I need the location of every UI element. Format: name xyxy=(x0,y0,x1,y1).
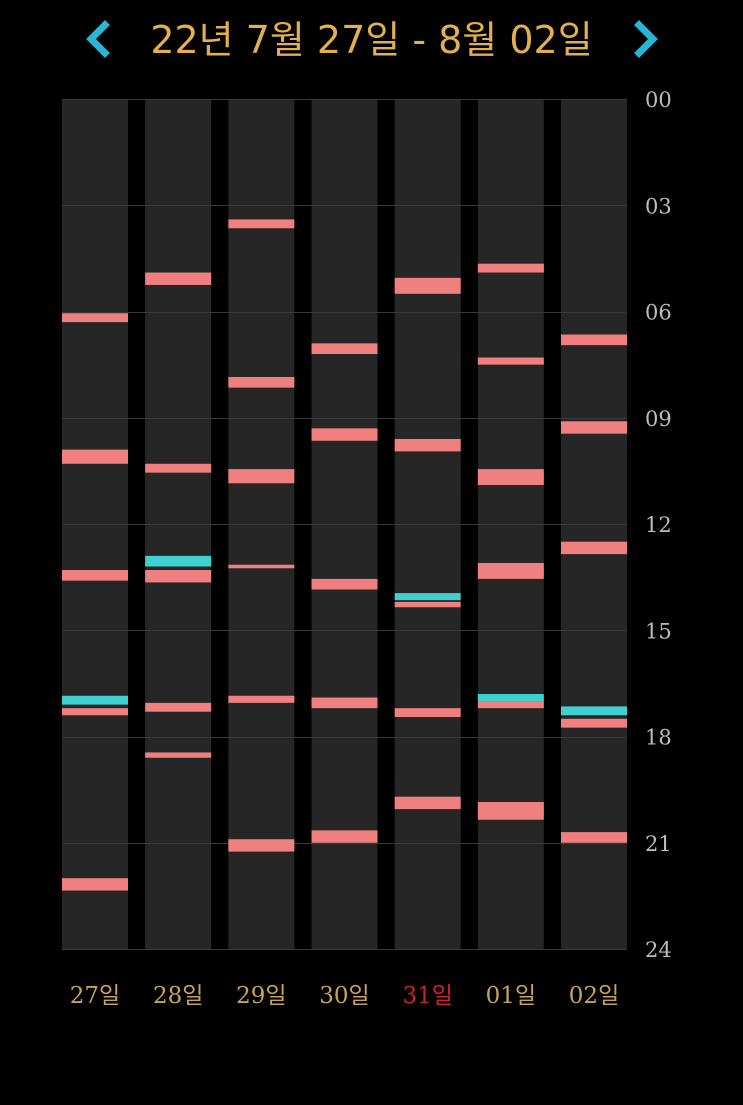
event-bar-cyan xyxy=(477,694,544,702)
day-tick-label: 31일 xyxy=(402,983,452,1009)
event-bar xyxy=(62,570,128,581)
event-bar xyxy=(394,796,461,810)
event-bar xyxy=(145,463,212,473)
event-bar xyxy=(228,219,295,229)
event-bar xyxy=(62,708,128,716)
event-bar xyxy=(561,541,628,555)
event-bar-cyan xyxy=(561,706,628,716)
event-bar xyxy=(145,570,212,583)
week-header: 22년 7월 27일 - 8월 02일 xyxy=(0,0,743,82)
event-bar xyxy=(62,878,128,891)
chevron-right-icon xyxy=(634,20,658,58)
week-title: 22년 7월 27일 - 8월 02일 xyxy=(150,18,593,62)
day-tick-label: 30일 xyxy=(319,983,369,1009)
hour-tick-label: 00 xyxy=(645,88,672,112)
event-bar xyxy=(145,752,212,758)
event-bar xyxy=(228,695,295,703)
event-bar xyxy=(228,839,295,852)
event-bar xyxy=(561,334,628,346)
day-tick-label: 28일 xyxy=(153,983,203,1009)
event-bar xyxy=(311,830,378,843)
event-bar xyxy=(145,272,212,285)
event-bar xyxy=(228,564,295,569)
event-bar xyxy=(561,832,628,843)
event-bar xyxy=(311,697,378,709)
event-bar xyxy=(311,428,378,441)
event-bar xyxy=(62,449,128,464)
day-tick-label: 27일 xyxy=(70,983,120,1009)
event-bar xyxy=(561,718,628,728)
event-bar xyxy=(62,313,128,323)
event-bar xyxy=(394,708,461,718)
event-bar xyxy=(394,439,461,452)
event-bar xyxy=(477,469,544,486)
event-bar xyxy=(477,701,544,709)
hour-tick-label: 06 xyxy=(645,301,672,325)
event-bar xyxy=(561,421,628,434)
hour-tick-label: 09 xyxy=(645,407,672,431)
event-bar xyxy=(311,578,378,590)
event-bar-cyan xyxy=(145,555,212,567)
hour-tick-label: 15 xyxy=(645,619,672,643)
event-bar xyxy=(477,562,544,579)
event-bar-cyan xyxy=(394,593,461,601)
hour-tick-label: 24 xyxy=(645,938,672,962)
chevron-left-icon xyxy=(86,20,110,58)
event-bar xyxy=(228,377,295,388)
prev-week-button[interactable] xyxy=(78,14,118,64)
event-bar xyxy=(477,263,544,273)
event-bar xyxy=(477,802,544,820)
day-tick-label: 29일 xyxy=(236,983,286,1009)
hour-tick-label: 21 xyxy=(645,832,672,856)
hour-tick-label: 12 xyxy=(645,513,672,537)
event-bar xyxy=(311,343,378,354)
event-bar xyxy=(228,469,295,484)
event-bar xyxy=(394,277,461,294)
next-week-button[interactable] xyxy=(626,14,666,64)
event-bar xyxy=(394,601,461,608)
event-bar-cyan xyxy=(62,695,128,705)
hour-tick-label: 18 xyxy=(645,726,672,750)
event-bar xyxy=(145,702,212,712)
event-bar xyxy=(477,357,544,365)
hour-tick-label: 03 xyxy=(645,194,672,218)
day-tick-label: 01일 xyxy=(486,983,536,1009)
day-tick-label: 02일 xyxy=(569,983,619,1009)
